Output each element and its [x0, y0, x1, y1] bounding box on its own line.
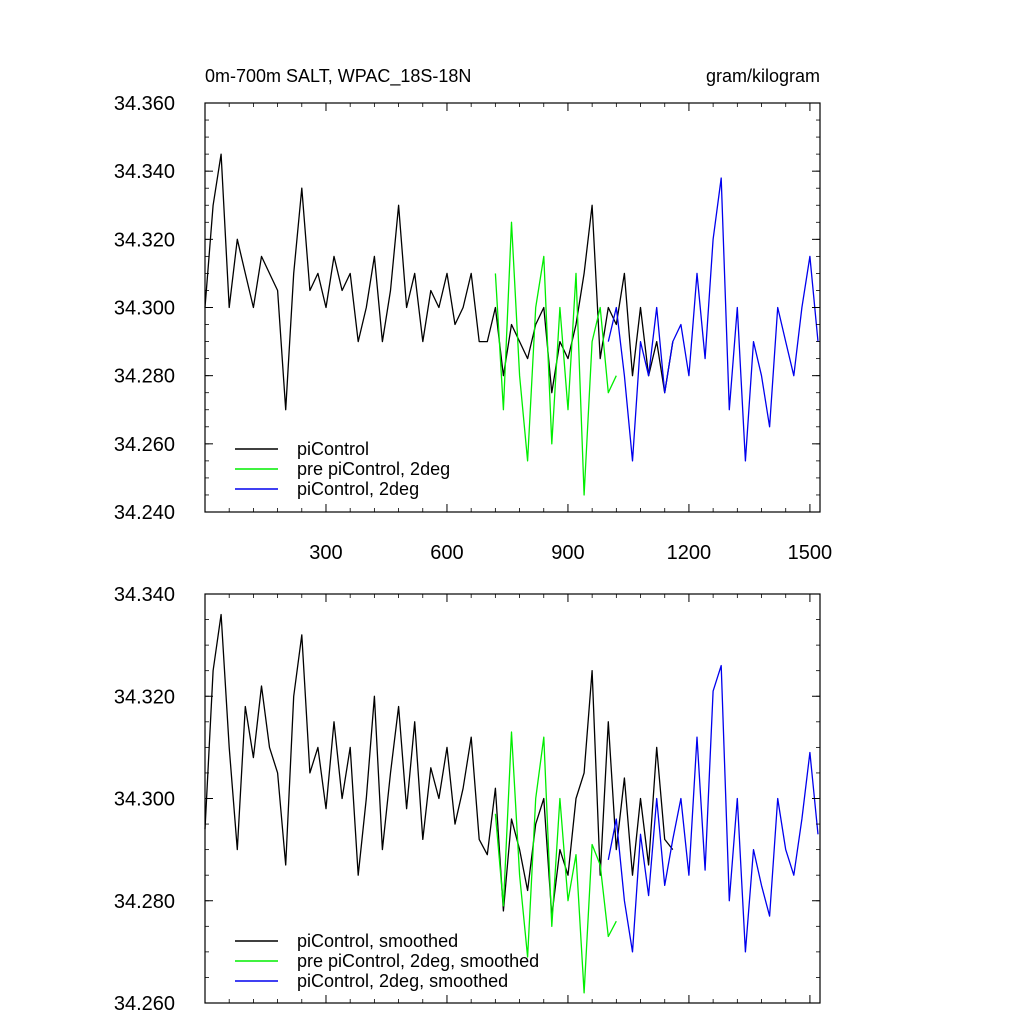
y-tick-label: 34.280 — [114, 366, 175, 388]
legend-label-0: piControl, smoothed — [297, 931, 458, 951]
top-panel-ticks — [205, 102, 820, 513]
top-panel-title: 0m-700m SALT, WPAC_18S-18N — [205, 66, 471, 87]
x-tick-label: 900 — [551, 542, 584, 564]
legend-label-1: pre piControl, 2deg, smoothed — [297, 951, 539, 971]
top-panel-lines — [204, 153, 819, 496]
y-tick-label: 34.320 — [114, 686, 175, 708]
y-tick-label: 34.340 — [114, 584, 175, 606]
x-tick-label: 300 — [309, 542, 342, 564]
legend-label-0: piControl — [297, 439, 369, 459]
y-tick-label: 34.240 — [114, 502, 175, 524]
top-panel-y-tick-labels: 34.240 34.260 34.280 34.300 34.320 34.340 34.3… — [114, 93, 175, 524]
bottom-panel-lines — [204, 613, 819, 994]
series-line-2 — [607, 177, 819, 462]
y-tick-label: 34.280 — [114, 891, 175, 913]
y-tick-label: 34.340 — [114, 161, 175, 183]
y-tick-label: 34.300 — [114, 298, 175, 320]
series-line-1 — [494, 731, 617, 994]
top-panel: 34.240 34.260 34.280 34.300 34.320 34.340 34.3… — [114, 66, 832, 564]
series-line-0 — [204, 613, 674, 917]
y-tick-label: 34.320 — [114, 229, 175, 251]
bottom-panel: 34.260 34.280 34.300 34.320 34.340 piControl… — [114, 584, 821, 1015]
top-panel-units: gram/kilogram — [706, 66, 820, 86]
top-panel-x-tick-labels: 300 600 900 1200 1500 — [309, 542, 832, 564]
bottom-panel-ticks — [205, 593, 820, 1004]
bottom-panel-y-tick-labels: 34.260 34.280 34.300 34.320 34.340 — [114, 584, 175, 1015]
series-line-0 — [204, 153, 674, 411]
x-tick-label: 600 — [430, 542, 463, 564]
y-tick-label: 34.260 — [114, 993, 175, 1015]
legend-label-2: piControl, 2deg, smoothed — [297, 971, 508, 991]
x-tick-label: 1200 — [667, 542, 712, 564]
y-tick-label: 34.260 — [114, 434, 175, 456]
y-tick-label: 34.360 — [114, 93, 175, 115]
series-line-1 — [494, 221, 617, 496]
series-line-2 — [607, 664, 819, 953]
legend-label-2: piControl, 2deg — [297, 479, 419, 499]
x-tick-label: 1500 — [788, 542, 833, 564]
legend-label-1: pre piControl, 2deg — [297, 459, 450, 479]
y-tick-label: 34.300 — [114, 789, 175, 811]
